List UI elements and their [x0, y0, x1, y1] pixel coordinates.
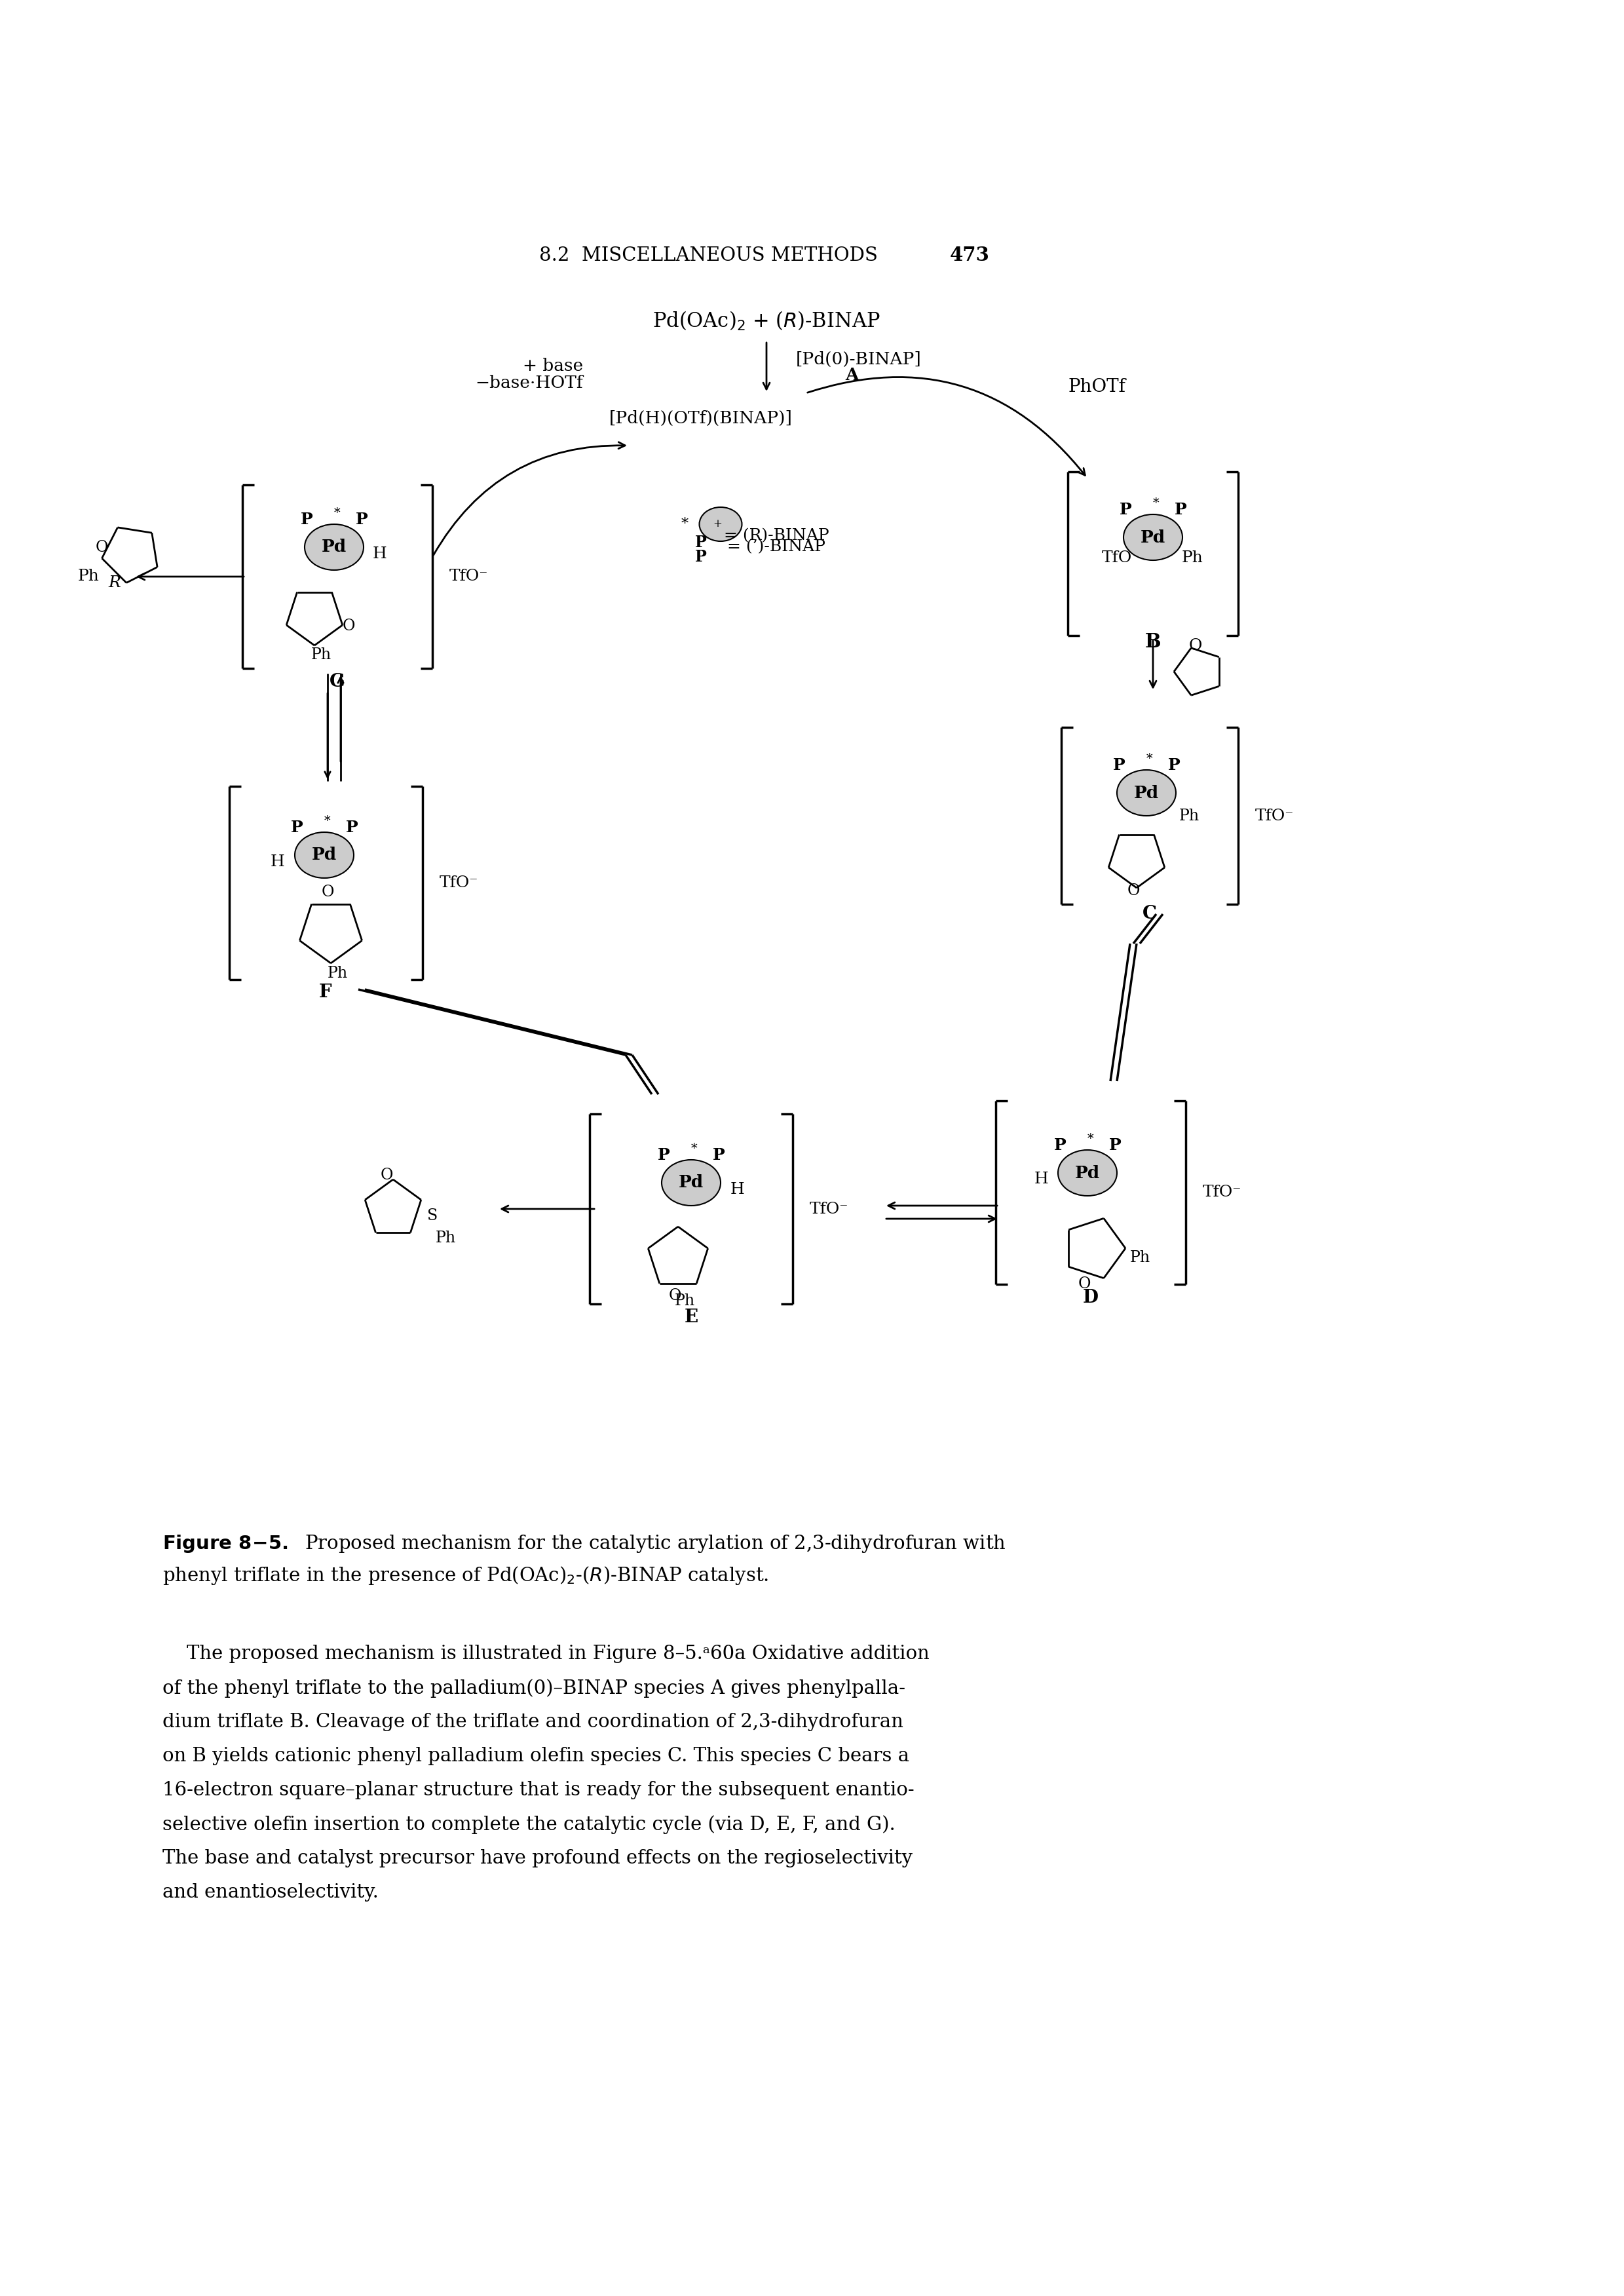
Text: Ph: Ph — [1179, 808, 1199, 824]
Text: PhOTf: PhOTf — [1069, 379, 1125, 395]
Text: Pd: Pd — [1140, 528, 1166, 546]
Text: B: B — [1145, 634, 1161, 652]
Text: P: P — [1174, 503, 1187, 517]
Text: [Pd(H)(OTf)(BINAP)]: [Pd(H)(OTf)(BINAP)] — [609, 411, 793, 427]
Text: O: O — [1189, 638, 1202, 652]
Text: dium triflate B. Cleavage of the triflate and coordination of 2,3-dihydrofuran: dium triflate B. Cleavage of the triflat… — [162, 1713, 903, 1731]
Text: TfO⁻: TfO⁻ — [1255, 808, 1294, 824]
Text: *: * — [1147, 753, 1153, 765]
Text: and enantioselectivity.: and enantioselectivity. — [162, 1883, 378, 1901]
Text: O: O — [669, 1288, 680, 1304]
Text: Pd: Pd — [1075, 1164, 1099, 1180]
Text: TfO⁻: TfO⁻ — [1202, 1185, 1241, 1201]
Text: Pd: Pd — [312, 847, 336, 863]
Text: A: A — [844, 367, 859, 383]
Text: P: P — [1119, 503, 1132, 517]
Text: = (R)-BINAP: = (R)-BINAP — [724, 528, 830, 544]
Text: P: P — [713, 1148, 724, 1164]
Text: +: + — [713, 519, 723, 530]
Ellipse shape — [305, 523, 364, 569]
Text: E: E — [684, 1309, 698, 1325]
Text: F: F — [320, 985, 331, 1001]
Text: *: * — [325, 815, 331, 827]
Text: Ph: Ph — [78, 569, 99, 583]
Text: 473: 473 — [950, 246, 989, 264]
Text: G: G — [330, 673, 346, 691]
Text: TfO⁻: TfO⁻ — [448, 569, 487, 583]
Text: Ph: Ph — [1130, 1251, 1150, 1265]
Text: = (’)-BINAP: = (’)-BINAP — [728, 540, 825, 556]
Text: on B yields cationic phenyl palladium olefin species C. This species C bears a: on B yields cationic phenyl palladium ol… — [162, 1747, 909, 1766]
Text: *: * — [335, 507, 341, 519]
Text: H: H — [729, 1182, 744, 1196]
Text: TfO⁻: TfO⁻ — [438, 875, 477, 891]
Text: P: P — [695, 535, 706, 551]
Text: Pd: Pd — [679, 1176, 703, 1192]
Text: TfO: TfO — [1101, 551, 1132, 565]
Text: *: * — [680, 517, 689, 530]
Text: P: P — [1109, 1137, 1121, 1153]
Ellipse shape — [296, 831, 354, 877]
Text: P: P — [1112, 758, 1125, 774]
Text: The base and catalyst precursor have profound effects on the regioselectivity: The base and catalyst precursor have pro… — [162, 1848, 913, 1867]
Text: Ph: Ph — [326, 967, 348, 980]
Text: The proposed mechanism is illustrated in Figure 8–5.ᵃ60a Oxidative addition: The proposed mechanism is illustrated in… — [162, 1644, 929, 1662]
Text: P: P — [695, 549, 706, 565]
Text: P: P — [346, 820, 357, 836]
Text: of the phenyl triflate to the palladium(0)–BINAP species A gives phenylpalla-: of the phenyl triflate to the palladium(… — [162, 1678, 905, 1697]
Ellipse shape — [1124, 514, 1182, 560]
Text: P: P — [658, 1148, 669, 1164]
Text: Pd: Pd — [322, 540, 346, 556]
Text: O: O — [1078, 1277, 1091, 1293]
Text: 8.2  MISCELLANEOUS METHODS: 8.2 MISCELLANEOUS METHODS — [539, 246, 879, 264]
Text: Pd: Pd — [1134, 785, 1160, 801]
Text: P: P — [300, 512, 313, 528]
Text: S: S — [427, 1208, 438, 1224]
Text: R: R — [109, 576, 120, 590]
Text: *: * — [1153, 498, 1160, 510]
Ellipse shape — [1117, 769, 1176, 815]
Text: $\bf{Figure\ 8\!-\!5.}$  Proposed mechanism for the catalytic arylation of 2,3-d: $\bf{Figure\ 8\!-\!5.}$ Proposed mechani… — [162, 1534, 1007, 1554]
Text: −base·HOTf: −base·HOTf — [476, 374, 583, 393]
Text: H: H — [1034, 1171, 1049, 1187]
Text: phenyl triflate in the presence of Pd(OAc)$_2$-($R$)-BINAP catalyst.: phenyl triflate in the presence of Pd(OA… — [162, 1566, 768, 1587]
Text: O: O — [322, 884, 335, 900]
Text: Ph: Ph — [435, 1231, 456, 1247]
Text: TfO⁻: TfO⁻ — [809, 1201, 848, 1217]
Ellipse shape — [1057, 1150, 1117, 1196]
Text: *: * — [1088, 1132, 1095, 1146]
Text: *: * — [692, 1143, 698, 1155]
Text: H: H — [374, 546, 387, 560]
Text: C: C — [1143, 905, 1156, 923]
Text: + base: + base — [523, 358, 583, 374]
Text: Ph: Ph — [674, 1293, 695, 1309]
Text: P: P — [356, 512, 367, 528]
Text: H: H — [270, 854, 284, 870]
Text: Ph: Ph — [1182, 551, 1203, 565]
Text: selective olefin insertion to complete the catalytic cycle (via D, E, F, and G).: selective olefin insertion to complete t… — [162, 1816, 895, 1835]
Ellipse shape — [661, 1159, 721, 1205]
Text: D: D — [1083, 1288, 1098, 1306]
Text: P: P — [291, 820, 304, 836]
Text: [Pd(0)-BINAP]: [Pd(0)-BINAP] — [796, 351, 921, 367]
Text: O: O — [96, 540, 107, 556]
Ellipse shape — [700, 507, 742, 542]
Text: P: P — [1168, 758, 1181, 774]
Text: O: O — [343, 618, 356, 634]
Text: O: O — [1127, 884, 1140, 898]
Text: O: O — [380, 1166, 393, 1182]
Text: 16-electron square–planar structure that is ready for the subsequent enantio-: 16-electron square–planar structure that… — [162, 1782, 914, 1800]
Text: Pd(OAc)$_2$ + ($R$)-BINAP: Pd(OAc)$_2$ + ($R$)-BINAP — [653, 310, 880, 333]
Text: Ph: Ph — [310, 647, 331, 664]
Text: P: P — [1054, 1137, 1065, 1153]
